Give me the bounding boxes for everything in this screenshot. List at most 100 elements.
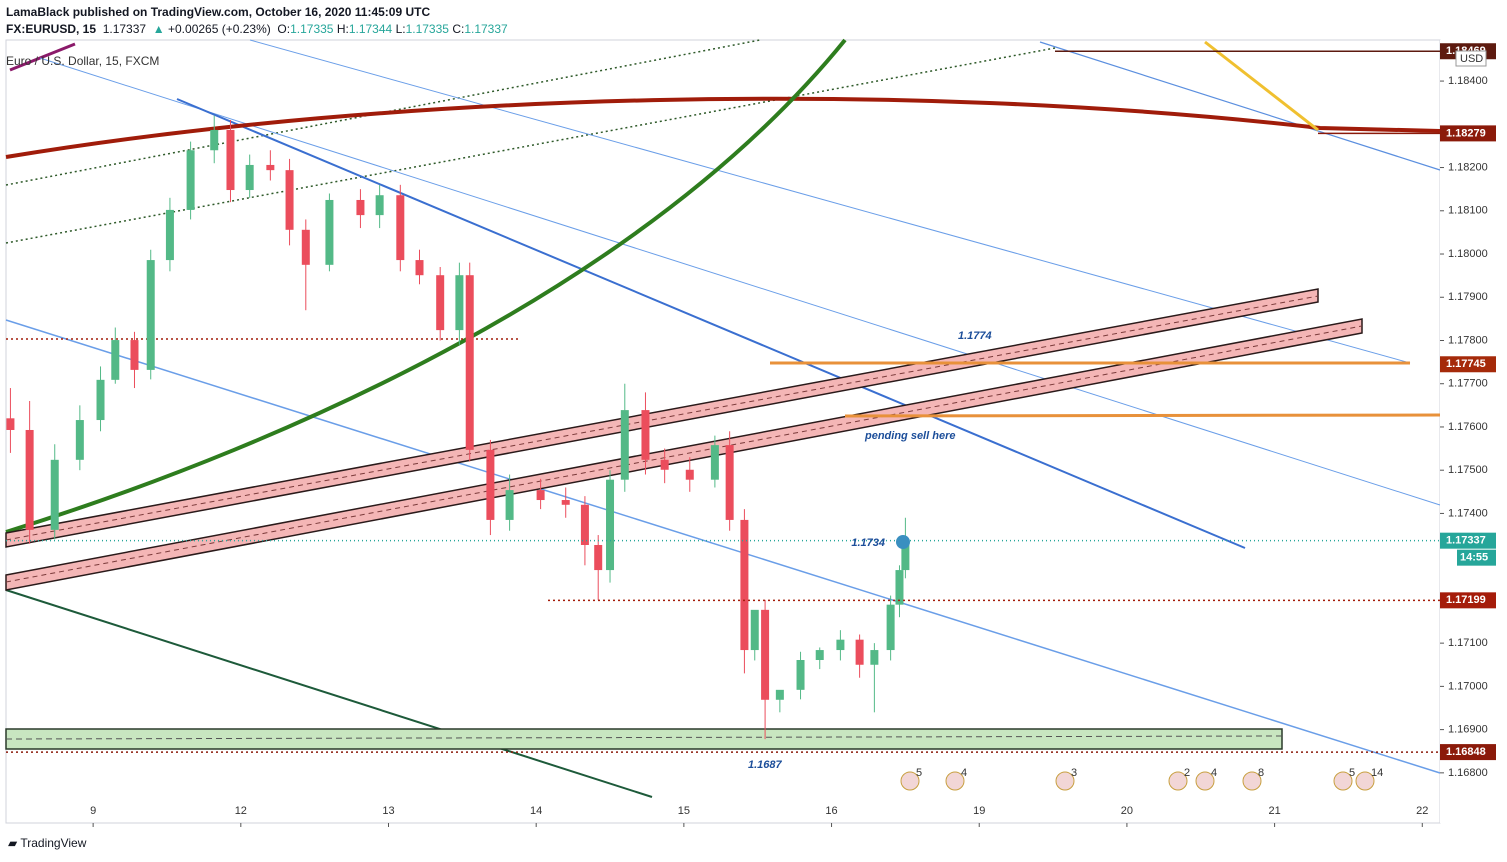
event-count: 5 — [916, 767, 922, 779]
publisher: LamaBlack published on TradingView.com, … — [6, 5, 430, 19]
y-tick-label: 1.16900 — [1448, 724, 1488, 736]
event-icon — [1333, 771, 1353, 791]
candle-body — [561, 500, 570, 505]
level — [844, 413, 1441, 418]
change: +0.00265 (+0.23%) — [168, 22, 271, 36]
candle-body — [620, 410, 629, 480]
candle-body — [436, 275, 445, 331]
currency-box — [1455, 50, 1487, 67]
candle-body — [415, 260, 424, 276]
legend: Euro / U.S. Dollar, 15, FXCM — [6, 54, 159, 68]
symbol-line: FX:EURUSD, 15 1.17337 ▲ +0.00265 (+0.23%… — [6, 22, 508, 36]
candle-body — [870, 650, 879, 665]
candle-body — [210, 129, 219, 151]
price-tag — [1440, 356, 1496, 373]
candle-body — [325, 199, 334, 265]
trendline — [39, 57, 1441, 506]
x-tick-label: 22 — [1416, 805, 1428, 817]
candle-body — [75, 420, 84, 460]
candle-body — [186, 150, 195, 210]
y-tick-label: 1.18100 — [1448, 205, 1488, 217]
legend-title: Euro / U.S. Dollar, 15, FXCM — [6, 54, 160, 68]
candle-body — [685, 469, 694, 480]
candle-body — [266, 164, 275, 171]
candle-body — [606, 479, 615, 571]
candle-body — [375, 195, 384, 216]
annotation: pending sell here — [864, 430, 955, 442]
event-icon — [1195, 771, 1215, 791]
candle-body — [111, 340, 120, 380]
candle-body — [25, 429, 34, 530]
y-tick-label: 1.16800 — [1448, 767, 1488, 779]
candle-body — [886, 604, 895, 651]
candle-body — [146, 260, 155, 370]
x-tick-label: 12 — [235, 805, 247, 817]
candle-body — [96, 379, 105, 421]
candle-body — [660, 459, 669, 470]
candle-body — [130, 340, 139, 370]
currency: USD — [1460, 53, 1483, 65]
l: 1.17335 — [405, 22, 449, 36]
price-tag — [1440, 125, 1496, 142]
x-tick-label: 14 — [530, 805, 542, 817]
event-count: 8 — [1258, 767, 1264, 779]
candle-body — [836, 639, 845, 651]
candle-body — [761, 609, 770, 700]
event-icon — [1242, 771, 1262, 791]
price-tag-label: 1.16848 — [1446, 746, 1486, 758]
arc — [5, 96, 1441, 159]
candle-body — [855, 639, 864, 665]
c: 1.17337 — [464, 22, 508, 36]
y-tick-label: 1.17600 — [1448, 421, 1488, 433]
channel — [5, 318, 1363, 591]
last: 1.17337 — [102, 22, 147, 36]
c-label: C: — [452, 22, 465, 36]
candle-body — [505, 490, 514, 520]
event-count: 2 — [1184, 767, 1190, 779]
arc — [5, 38, 847, 534]
event-icon — [1355, 771, 1375, 791]
event-icon — [945, 771, 965, 791]
trendline — [1039, 41, 1441, 171]
x-tick-label: 15 — [678, 805, 690, 817]
y-tick-label: 1.17000 — [1448, 680, 1488, 692]
x-tick-label: 13 — [382, 805, 394, 817]
price-tag — [1440, 532, 1496, 549]
event-count: 3 — [1071, 767, 1077, 779]
y-tick-label: 1.18400 — [1448, 75, 1488, 87]
price-axis — [1440, 40, 1507, 823]
annotation: 1.1734 — [851, 537, 885, 549]
event-count: 4 — [1211, 767, 1217, 779]
price-tag-label: 1.18279 — [1446, 127, 1486, 139]
event-count: 14 — [1371, 767, 1383, 779]
candle-body — [396, 195, 405, 261]
x-tick-label: 16 — [825, 805, 837, 817]
candle-body — [465, 275, 474, 450]
price-tag-label: 1.17745 — [1446, 358, 1486, 370]
trendline — [9, 42, 76, 72]
y-tick-label: 1.17400 — [1448, 507, 1488, 519]
candle-body — [710, 445, 719, 480]
event-icon — [1055, 771, 1075, 791]
candle-body — [895, 570, 904, 605]
channel-mid — [5, 295, 1319, 541]
candle-body — [750, 609, 759, 651]
symbol: FX:EURUSD, 15 — [6, 22, 97, 36]
x-tick-label: 9 — [90, 805, 96, 817]
candle-body — [580, 504, 589, 545]
y-tick-label: 1.17100 — [1448, 637, 1488, 649]
candle-body — [356, 199, 365, 216]
y-tick-label: 1.17800 — [1448, 334, 1488, 346]
y-tick-label: 1.18200 — [1448, 161, 1488, 173]
candle-body — [536, 490, 545, 501]
countdown-tag — [1457, 549, 1496, 566]
footer: ▰ TradingView — [8, 836, 87, 850]
event-icon — [1168, 771, 1188, 791]
x-tick-label: 20 — [1121, 805, 1133, 817]
candle-body — [815, 650, 824, 661]
price-tag — [1440, 744, 1496, 761]
candle-body — [226, 129, 235, 191]
h: 1.17344 — [348, 22, 393, 36]
event-count: 4 — [961, 767, 967, 779]
l-label: L: — [395, 22, 406, 36]
